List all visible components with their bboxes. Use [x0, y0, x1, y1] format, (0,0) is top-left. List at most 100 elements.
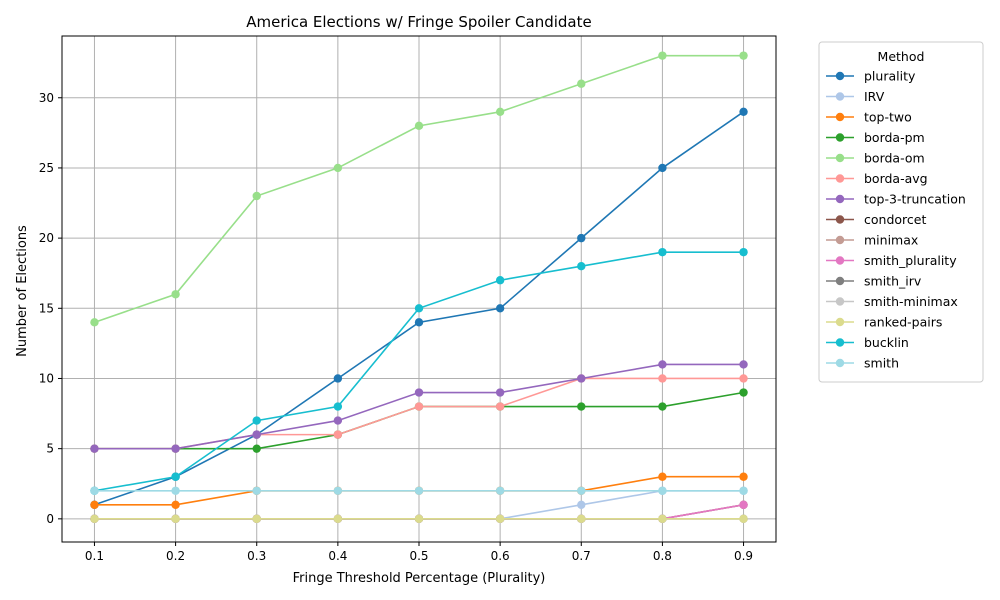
y-tick-label: 20 [39, 231, 54, 245]
data-point [658, 472, 667, 481]
data-point [495, 276, 505, 285]
x-tick-label: 0.1 [85, 549, 104, 563]
x-tick-label: 0.7 [572, 549, 591, 563]
legend-label: condorcet [864, 212, 926, 227]
data-point [90, 500, 99, 510]
data-point [333, 486, 343, 495]
legend-swatch-marker [835, 194, 845, 204]
data-point [171, 444, 180, 453]
y-tick-label: 5 [46, 442, 54, 456]
data-point [90, 318, 99, 327]
data-point [739, 51, 748, 60]
legend-label: borda-pm [864, 130, 925, 145]
data-point [739, 486, 748, 495]
legend-item-minimax: minimax [826, 233, 918, 248]
legend-item-borda-avg: borda-avg [826, 171, 928, 186]
data-point [495, 107, 505, 116]
legend-swatch-marker [835, 317, 845, 327]
legend-swatch-marker [835, 153, 845, 163]
legend-item-borda-pm: borda-pm [826, 130, 925, 145]
legend-swatch-marker [835, 92, 845, 101]
data-point [658, 402, 667, 411]
x-axis-label: Fringe Threshold Percentage (Plurality) [293, 571, 546, 586]
legend-items: plurality IRV top-two borda-pm borda-om borda… [826, 69, 966, 371]
data-point [577, 500, 586, 510]
y-tick-label: 30 [39, 91, 54, 105]
data-point [171, 500, 180, 510]
data-point [90, 514, 99, 524]
y-axis-ticks: 0 5 10 15 20 25 30 [39, 91, 62, 526]
legend-item-ranked-pairs: ranked-pairs [826, 315, 942, 330]
data-point [333, 163, 343, 173]
legend-item-top-3-truncation: top-3-truncation [826, 192, 966, 207]
data-point [739, 388, 748, 397]
data-point [252, 486, 261, 495]
data-point [495, 388, 505, 397]
legend-swatch-marker [835, 71, 845, 81]
data-point [252, 191, 261, 201]
data-point [414, 402, 424, 411]
data-point [414, 514, 424, 524]
data-point [171, 486, 180, 495]
series-smith [90, 486, 748, 495]
data-point [171, 290, 180, 299]
data-point [252, 430, 261, 439]
data-point [739, 360, 748, 369]
legend-swatch-marker [835, 338, 845, 347]
legend-item-smith-minimax: smith-minimax [826, 294, 958, 309]
data-point [333, 402, 343, 411]
legend: Method plurality IRV top-two borda-pm borda-… [818, 41, 984, 383]
x-axis-ticks: 0.1 0.2 0.3 0.4 0.5 0.6 0.7 0.8 0.9 [85, 542, 753, 563]
legend-item-smith_irv: smith_irv [826, 274, 922, 289]
legend-label: minimax [864, 233, 918, 248]
legend-swatch-marker [835, 276, 845, 286]
data-point [658, 247, 667, 257]
series-borda-om [90, 51, 748, 327]
data-point [333, 430, 343, 439]
y-axis-label: Number of Elections [15, 225, 30, 357]
data-point [252, 444, 261, 453]
legend-swatch-marker [835, 215, 845, 224]
data-point [739, 514, 748, 524]
x-tick-label: 0.3 [247, 549, 266, 563]
x-tick-label: 0.9 [734, 549, 753, 563]
data-point [577, 402, 586, 411]
data-point [495, 402, 505, 411]
data-point [658, 374, 667, 383]
legend-label: borda-avg [864, 171, 928, 186]
x-tick-label: 0.6 [491, 549, 510, 563]
data-point [739, 107, 748, 116]
y-tick-label: 10 [39, 371, 54, 385]
legend-item-plurality: plurality [826, 69, 916, 84]
data-point [495, 514, 505, 524]
y-tick-label: 25 [39, 161, 54, 175]
y-tick-label: 15 [39, 301, 54, 315]
legend-label: ranked-pairs [864, 315, 942, 330]
legend-swatch-marker [835, 297, 845, 306]
legend-label: smith_irv [864, 274, 922, 289]
legend-label: borda-om [864, 151, 925, 166]
series-layer [90, 51, 748, 524]
data-point [252, 514, 261, 524]
grid-lines [62, 36, 776, 542]
data-point [495, 304, 505, 313]
legend-box [818, 41, 984, 383]
legend-swatch-marker [835, 235, 845, 245]
legend-item-smith_plurality: smith_plurality [826, 253, 957, 268]
data-point [90, 486, 99, 495]
chart-title: America Elections w/ Fringe Spoiler Cand… [246, 13, 591, 31]
legend-item-condorcet: condorcet [826, 212, 926, 227]
legend-item-bucklin: bucklin [826, 335, 909, 350]
x-tick-label: 0.4 [328, 549, 347, 563]
legend-label: smith-minimax [864, 294, 958, 309]
legend-label: top-3-truncation [864, 192, 966, 207]
data-point [658, 163, 667, 173]
data-point [333, 514, 343, 524]
x-tick-label: 0.5 [409, 549, 428, 563]
series-top-3-truncation [90, 360, 748, 453]
data-point [414, 304, 424, 313]
data-point [658, 360, 667, 369]
legend-swatch-marker [835, 112, 845, 122]
legend-label: plurality [864, 69, 916, 84]
